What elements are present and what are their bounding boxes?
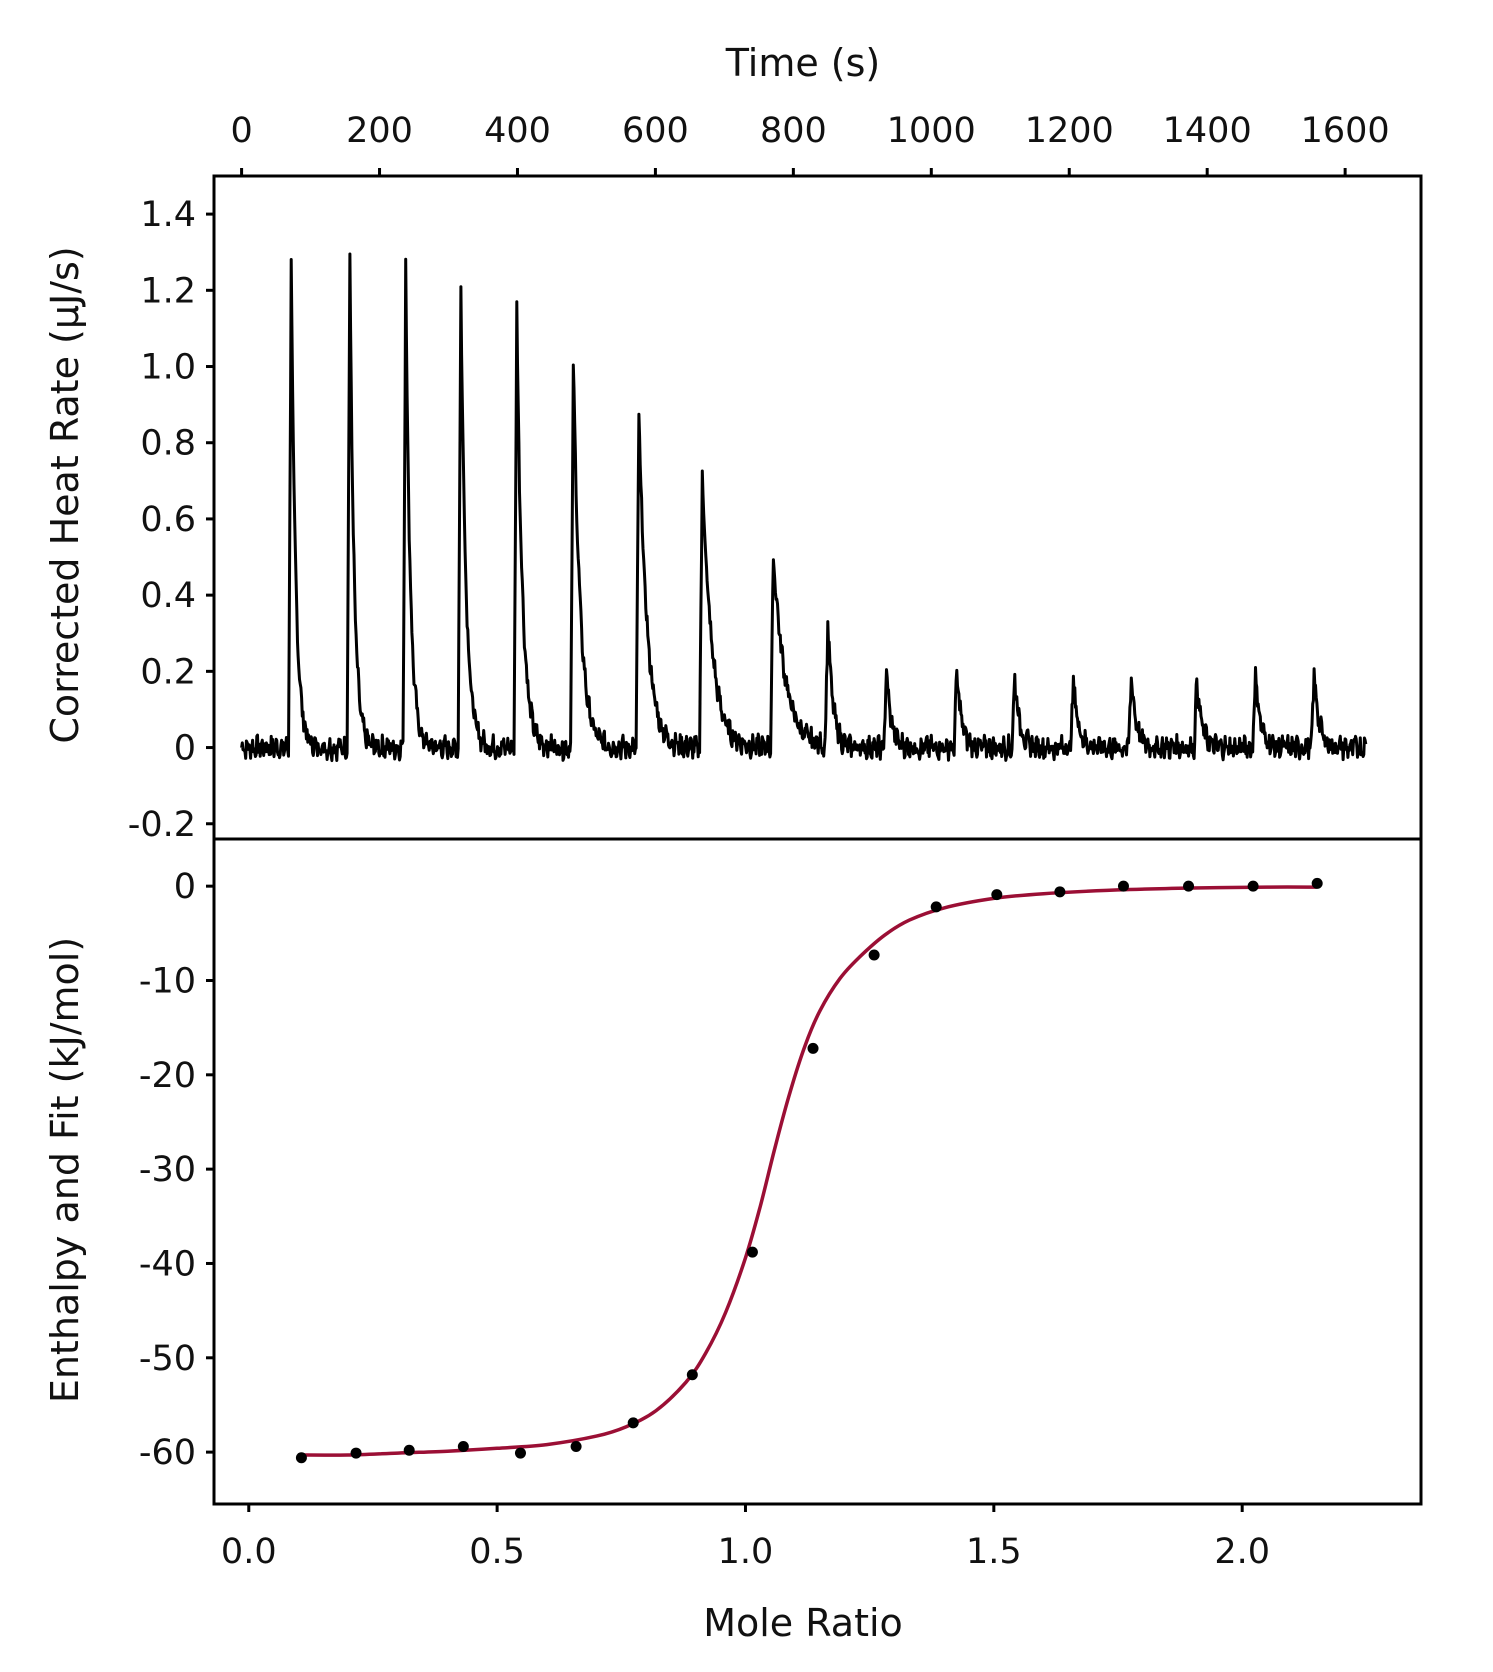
top-y-axis-title: Corrected Heat Rate (µJ/s) <box>43 246 87 743</box>
top-y-tick-label: 0.4 <box>140 576 196 616</box>
top-x-axis-title: Time (s) <box>725 41 881 85</box>
enthalpy-point <box>807 1042 819 1054</box>
bottom-y-tick-label: -10 <box>139 961 196 1001</box>
enthalpy-point <box>746 1246 758 1258</box>
bottom-y-axis: 0 -10 -20 -30 -40 -50 -60 <box>139 867 214 1473</box>
enthalpy-point <box>991 889 1003 901</box>
bottom-x-axis-title: Mole Ratio <box>703 1601 903 1645</box>
bottom-y-tick-label: -40 <box>139 1244 196 1284</box>
top-y-tick-label: 0.2 <box>140 652 196 692</box>
bottom-y-axis-title: Enthalpy and Fit (kJ/mol) <box>43 937 87 1403</box>
bottom-y-tick-label: -50 <box>139 1339 196 1379</box>
heat-rate-panel: Time (s) Corrected Heat Rate (µJ/s) 0 200… <box>43 41 1423 845</box>
top-x-tick-label: 1000 <box>887 111 976 151</box>
top-x-tick-label: 1600 <box>1301 111 1390 151</box>
bottom-x-tick-label: 2.0 <box>1214 1532 1270 1572</box>
bottom-y-tick-label: -20 <box>139 1056 196 1096</box>
bottom-x-axis: 0.0 0.5 1.0 1.5 2.0 <box>221 1504 1270 1572</box>
top-x-tick-label: 800 <box>760 111 827 151</box>
top-x-tick-label: 0 <box>230 111 252 151</box>
top-x-tick-label: 200 <box>346 111 413 151</box>
enthalpy-point <box>1054 886 1066 898</box>
top-y-tick-label: 1.2 <box>140 271 196 311</box>
enthalpy-point <box>1117 880 1129 892</box>
enthalpy-point <box>403 1444 415 1456</box>
top-x-tick-label: 400 <box>484 111 551 151</box>
top-x-tick-label: 1400 <box>1163 111 1252 151</box>
bottom-y-tick-label: 0 <box>174 867 196 907</box>
enthalpy-point <box>514 1447 526 1459</box>
bottom-x-tick-label: 1.0 <box>718 1532 774 1572</box>
top-x-axis: 0 200 400 600 800 1000 1200 1400 1600 <box>230 111 1390 176</box>
bottom-x-tick-label: 1.5 <box>966 1532 1022 1572</box>
enthalpy-point <box>1311 877 1323 889</box>
enthalpy-point <box>686 1369 698 1381</box>
bottom-y-tick-label: -30 <box>139 1150 196 1190</box>
top-y-tick-label: 1.4 <box>140 195 196 235</box>
bottom-x-tick-label: 0.0 <box>221 1532 277 1572</box>
top-x-tick-label: 600 <box>622 111 689 151</box>
top-y-tick-label: -0.2 <box>128 805 196 845</box>
enthalpy-point <box>570 1440 582 1452</box>
top-y-tick-label: 0.8 <box>140 424 196 464</box>
top-y-tick-label: 0 <box>174 729 196 769</box>
fit-curve <box>298 885 1317 1457</box>
bottom-plot-frame <box>212 837 1423 1506</box>
enthalpy-point <box>457 1440 469 1452</box>
enthalpy-point <box>295 1452 307 1464</box>
enthalpy-point <box>350 1447 362 1459</box>
bottom-y-tick-label: -60 <box>139 1433 196 1473</box>
top-y-axis: -0.2 0 0.2 0.4 0.6 0.8 1.0 1.2 1.4 <box>128 195 214 845</box>
heat-rate-trace <box>240 252 1368 763</box>
enthalpy-point <box>1183 880 1195 892</box>
enthalpy-point <box>930 901 942 913</box>
enthalpy-point <box>627 1417 639 1429</box>
top-y-tick-label: 1.0 <box>140 348 196 388</box>
bottom-x-tick-label: 0.5 <box>469 1532 525 1572</box>
enthalpy-point <box>868 949 880 961</box>
enthalpy-panel: Mole Ratio Enthalpy and Fit (kJ/mol) 0.0… <box>43 837 1423 1645</box>
enthalpy-point <box>1247 880 1259 892</box>
top-x-tick-label: 1200 <box>1025 111 1114 151</box>
enthalpy-points <box>295 877 1323 1464</box>
top-y-tick-label: 0.6 <box>140 500 196 540</box>
